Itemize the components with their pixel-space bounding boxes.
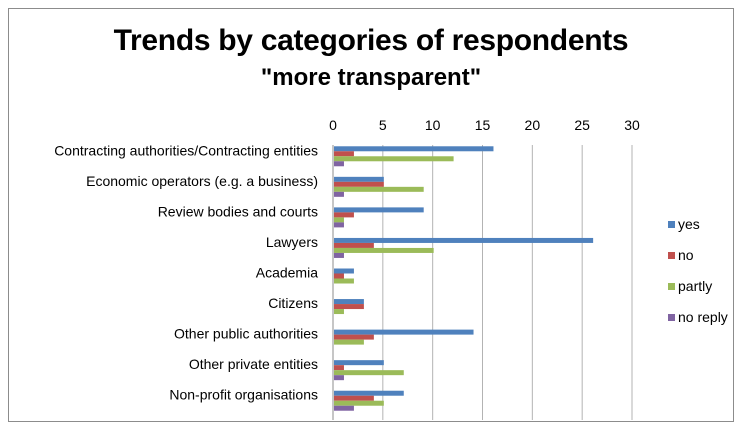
category-label: Other private entities (189, 356, 318, 372)
bar-partly (334, 156, 454, 162)
bar-partly (334, 186, 424, 192)
bar-no (334, 242, 374, 248)
bar-yes (334, 299, 364, 305)
x-tick-label: 30 (624, 117, 640, 133)
bars (334, 146, 594, 411)
category-label: Lawyers (266, 234, 318, 250)
category-label: Other public authorities (174, 326, 318, 342)
bar-yes (334, 176, 384, 182)
bar-yes (334, 207, 424, 213)
bar-yes (334, 360, 384, 366)
category-labels: Contracting authorities/Contracting enti… (54, 142, 318, 402)
bar-partly (334, 278, 354, 284)
x-tick-label: 10 (425, 117, 441, 133)
category-label: Citizens (268, 295, 318, 311)
bar-partly (334, 339, 364, 345)
bar-no (334, 395, 374, 401)
legend: yes no partly no reply (668, 216, 728, 325)
x-tick-label: 20 (525, 117, 541, 133)
bar-yes (334, 146, 494, 152)
bar-no (334, 212, 354, 218)
bar-no-reply (334, 161, 344, 167)
chart-frame (8, 8, 734, 422)
legend-label: no (678, 247, 694, 263)
bar-no-reply (334, 252, 344, 258)
bar-partly (334, 370, 404, 376)
bar-yes (334, 390, 404, 396)
legend-label: partly (678, 278, 712, 294)
x-tick-label: 25 (574, 117, 590, 133)
legend-swatch (668, 283, 675, 290)
gridlines (382, 145, 633, 420)
bar-partly (334, 309, 344, 315)
bar-no (334, 365, 344, 371)
legend-label: no reply (678, 309, 728, 325)
x-tick-label: 15 (475, 117, 491, 133)
bar-partly (334, 400, 384, 406)
bar-no-reply (334, 222, 344, 228)
bar-partly (334, 247, 434, 253)
category-label: Economic operators (e.g. a business) (86, 173, 318, 189)
bar-no (334, 181, 384, 187)
category-label: Non-profit organisations (169, 387, 318, 403)
x-tick-label: 0 (329, 117, 337, 133)
bar-no-reply (334, 375, 344, 381)
bar-no (334, 273, 344, 279)
bar-partly (334, 217, 344, 223)
category-label: Review bodies and courts (158, 203, 318, 219)
chart-title: Trends by categories of respondents (113, 24, 629, 57)
legend-swatch (668, 314, 675, 321)
x-tick-label: 5 (379, 117, 387, 133)
bar-yes (334, 237, 594, 243)
category-label: Academia (256, 265, 318, 281)
bar-no-reply (334, 191, 344, 197)
chart-subtitle: "more transparent" (260, 64, 482, 91)
bar-no (334, 151, 354, 157)
bar-yes (334, 268, 354, 274)
x-axis-ticks: 0 5 10 15 20 25 30 (329, 117, 640, 133)
bar-yes (334, 329, 474, 335)
bar-no (334, 304, 364, 310)
legend-label: yes (678, 216, 700, 232)
legend-swatch (668, 252, 675, 259)
legend-swatch (668, 221, 675, 228)
bar-no (334, 334, 374, 340)
bar-no-reply (334, 405, 354, 411)
category-label: Contracting authorities/Contracting enti… (54, 142, 318, 158)
